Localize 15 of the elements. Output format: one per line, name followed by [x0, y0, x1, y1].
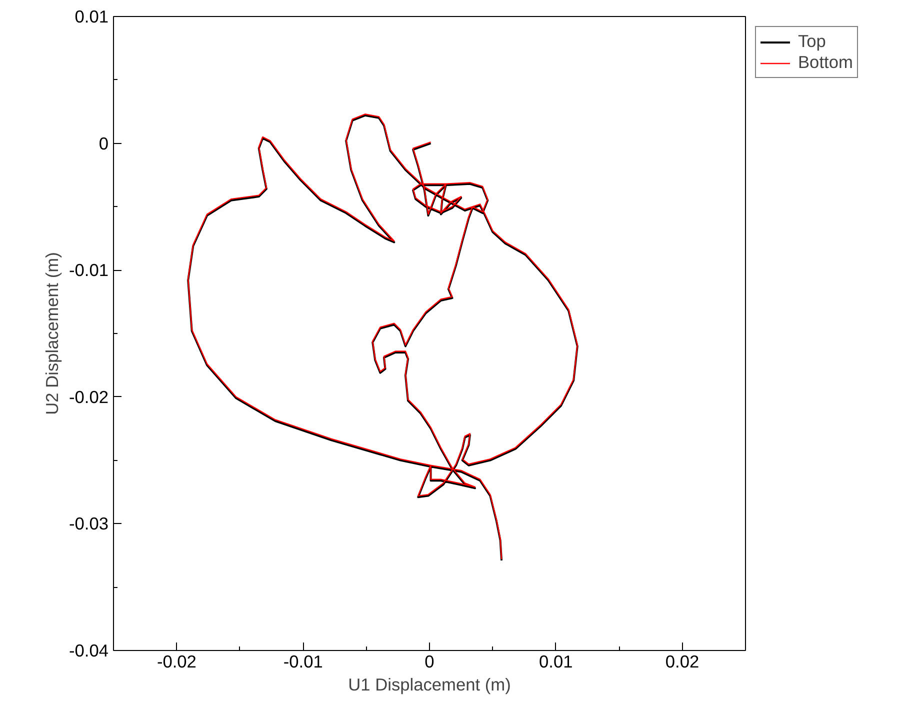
y-tick-label: -0.02: [69, 386, 109, 407]
legend-label: Top: [798, 31, 826, 52]
x-tick-label: 0.02: [665, 652, 700, 672]
x-tick-label: -0.01: [283, 652, 323, 672]
x-axis-title: U1 Displacement (m): [348, 674, 511, 694]
y-axis-title: U2 Displacement (m): [42, 252, 62, 415]
y-tick-label: 0.01: [74, 6, 109, 26]
x-tick-label: 0: [424, 652, 434, 672]
y-tick-label: -0.03: [69, 514, 109, 534]
y-tick-label: -0.04: [69, 640, 109, 660]
x-tick-label: 0.01: [539, 652, 573, 672]
legend-label: Bottom: [798, 52, 853, 73]
y-tick-label: -0.01: [69, 260, 109, 280]
x-tick-label: -0.02: [156, 652, 196, 672]
y-tick-label: 0: [98, 133, 109, 154]
